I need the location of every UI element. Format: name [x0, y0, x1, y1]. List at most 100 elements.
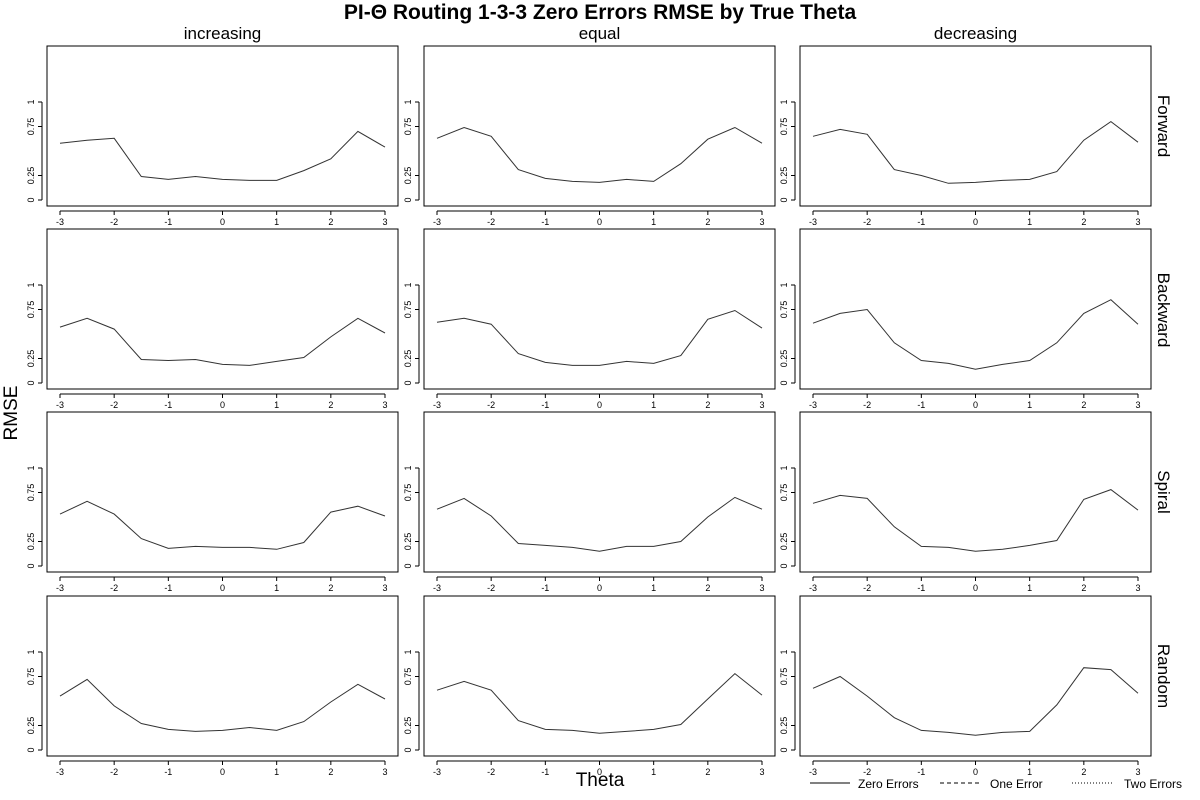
- x-tick-label: -1: [541, 400, 549, 410]
- y-tick-label: 0: [403, 747, 413, 752]
- y-tick-label: 0.25: [26, 717, 36, 735]
- y-tick-label: 0.25: [26, 533, 36, 551]
- x-tick-label: 1: [651, 767, 656, 777]
- x-tick-label: 3: [759, 217, 764, 227]
- x-tick-label: 3: [1135, 767, 1140, 777]
- x-tick-label: 3: [382, 583, 387, 593]
- x-tick-label: 0: [597, 400, 602, 410]
- x-tick-label: -3: [433, 767, 441, 777]
- x-tick-label: 1: [1027, 583, 1032, 593]
- x-tick-label: -3: [809, 400, 817, 410]
- panel-frame-backward-equal: [423, 228, 776, 390]
- x-tick-label: -1: [917, 400, 925, 410]
- x-tick-label: -1: [164, 217, 172, 227]
- y-tick-label: 0.25: [779, 167, 789, 185]
- column-label-equal: equal: [578, 24, 621, 43]
- x-tick-label: 3: [1135, 583, 1140, 593]
- x-tick-label: 2: [328, 767, 333, 777]
- x-tick-label: 2: [1081, 217, 1086, 227]
- legend-label-zero-errors: Zero Errors: [858, 777, 919, 791]
- x-tick-label: -1: [164, 583, 172, 593]
- series-line-zero-errors-spiral-increasing: [59, 500, 386, 550]
- x-tick-label: -2: [863, 400, 871, 410]
- panel-frame-forward-decreasing: [799, 45, 1152, 207]
- y-tick-label: 0.75: [26, 301, 36, 319]
- y-tick-label: 0.75: [403, 118, 413, 136]
- x-tick-label: 0: [220, 400, 225, 410]
- y-tick-label: 0: [779, 747, 789, 752]
- y-tick-label: 0.25: [403, 533, 413, 551]
- x-tick-label: -3: [809, 217, 817, 227]
- y-tick-label: 0.75: [779, 301, 789, 319]
- x-tick-label: 2: [705, 217, 710, 227]
- y-tick-label: 0: [26, 747, 36, 752]
- x-tick-label: 2: [705, 767, 710, 777]
- y-tick-label: 0.25: [403, 717, 413, 735]
- x-tick-label: 3: [759, 767, 764, 777]
- y-tick-label: 1: [403, 649, 413, 654]
- x-tick-label: 0: [973, 583, 978, 593]
- series-line-zero-errors-random-decreasing: [812, 667, 1139, 736]
- x-tick-label: 1: [651, 400, 656, 410]
- series-line-zero-errors-forward-increasing: [59, 130, 386, 181]
- x-tick-label: -1: [917, 767, 925, 777]
- x-tick-label: 2: [328, 400, 333, 410]
- panel-frame-random-equal: [423, 595, 776, 757]
- series-line-zero-errors-backward-increasing: [59, 317, 386, 366]
- x-tick-label: 1: [274, 400, 279, 410]
- x-tick-label: 1: [274, 767, 279, 777]
- x-tick-label: -2: [487, 400, 495, 410]
- y-tick-label: 0.75: [779, 118, 789, 136]
- y-tick-label: 0: [779, 380, 789, 385]
- x-tick-label: 2: [1081, 767, 1086, 777]
- x-tick-label: -1: [917, 217, 925, 227]
- legend-label-one-error: One Error: [990, 777, 1043, 791]
- series-line-zero-errors-forward-decreasing: [812, 120, 1139, 184]
- x-tick-label: -3: [56, 400, 64, 410]
- x-tick-label: 3: [382, 767, 387, 777]
- x-tick-label: -2: [863, 583, 871, 593]
- x-tick-label: -2: [487, 767, 495, 777]
- x-tick-label: -2: [863, 217, 871, 227]
- y-tick-label: 1: [779, 282, 789, 287]
- legend-label-two-errors: Two Errors: [1124, 777, 1182, 791]
- x-tick-label: 1: [651, 217, 656, 227]
- y-tick-label: 0.75: [403, 668, 413, 686]
- y-tick-label: 1: [26, 99, 36, 104]
- y-tick-label: 0: [403, 563, 413, 568]
- y-tick-label: 0.25: [403, 350, 413, 368]
- x-tick-label: 0: [220, 217, 225, 227]
- x-tick-label: 0: [220, 583, 225, 593]
- y-tick-label: 1: [403, 465, 413, 470]
- y-tick-label: 0.25: [779, 533, 789, 551]
- column-label-decreasing: decreasing: [933, 24, 1018, 43]
- x-tick-label: 0: [973, 217, 978, 227]
- y-tick-label: 1: [403, 99, 413, 104]
- x-tick-label: 1: [1027, 217, 1032, 227]
- y-tick-label: 1: [26, 465, 36, 470]
- x-tick-label: 1: [274, 217, 279, 227]
- y-tick-label: 1: [26, 649, 36, 654]
- x-tick-label: 3: [759, 400, 764, 410]
- x-tick-label: 3: [1135, 217, 1140, 227]
- panel-frame-forward-equal: [423, 45, 776, 207]
- series-line-zero-errors-backward-equal: [436, 309, 763, 366]
- x-tick-label: 2: [1081, 583, 1086, 593]
- y-tick-label: 0: [26, 380, 36, 385]
- series-line-zero-errors-backward-decreasing: [812, 299, 1139, 370]
- panel-frame-random-decreasing: [799, 595, 1152, 757]
- panel-frame-spiral-increasing: [46, 411, 399, 573]
- y-tick-label: 0.25: [779, 717, 789, 735]
- x-tick-label: -3: [56, 583, 64, 593]
- y-tick-label: 0: [779, 563, 789, 568]
- x-tick-label: -3: [56, 767, 64, 777]
- x-tick-label: -2: [110, 767, 118, 777]
- x-tick-label: -1: [917, 583, 925, 593]
- x-tick-label: 3: [759, 583, 764, 593]
- y-tick-label: 0.75: [779, 668, 789, 686]
- x-tick-label: -3: [809, 767, 817, 777]
- x-tick-label: 2: [705, 400, 710, 410]
- y-tick-label: 1: [779, 649, 789, 654]
- x-tick-label: 1: [274, 583, 279, 593]
- series-line-zero-errors-random-increasing: [59, 678, 386, 732]
